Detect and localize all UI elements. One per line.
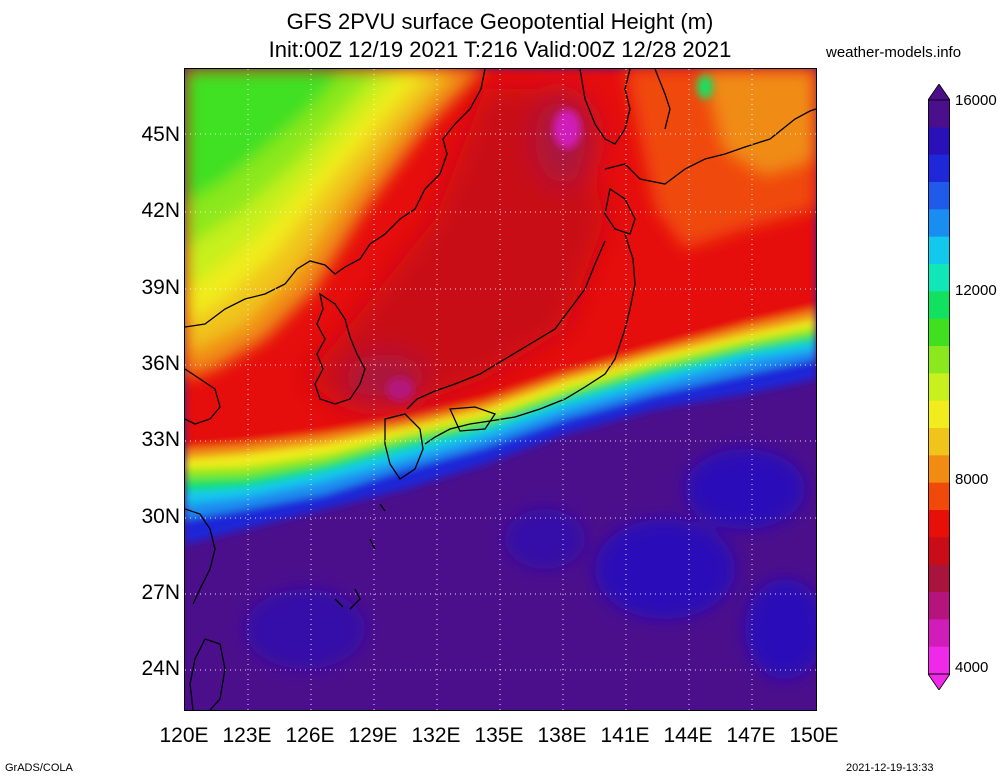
colorbar-label: 12000 — [955, 282, 997, 299]
colorbar-segment — [928, 100, 950, 128]
field-lows — [386, 75, 713, 401]
colorbar-label: 4000 — [955, 659, 989, 676]
colorbar-segment — [928, 510, 950, 538]
colorbar-arrow-top — [928, 84, 950, 101]
colorbar — [928, 84, 950, 690]
lon-label: 126E — [285, 724, 335, 747]
credit-label: weather-models.info — [826, 44, 962, 61]
map-panel — [184, 68, 817, 711]
colorbar-segment — [928, 154, 950, 183]
lat-label: 33N — [141, 428, 180, 451]
lat-label: 30N — [141, 505, 180, 528]
lon-label: 147E — [726, 724, 776, 747]
colorbar-segment — [928, 482, 950, 511]
colorbar-segment — [928, 646, 950, 675]
lat-label: 24N — [141, 657, 180, 680]
lat-label: 39N — [141, 276, 180, 299]
lon-label: 135E — [474, 724, 524, 747]
colorbar-segment — [928, 182, 950, 210]
colorbar-segment — [928, 127, 950, 156]
colorbar-segment — [928, 537, 950, 566]
colorbar-label: 8000 — [955, 471, 989, 488]
lon-label: 144E — [663, 724, 713, 747]
lon-label: 150E — [789, 724, 839, 747]
colorbar-segment — [928, 455, 950, 484]
footer-timestamp: 2021-12-19-13:33 — [846, 762, 934, 774]
lat-label: 45N — [141, 123, 180, 146]
colorbar-segment — [928, 400, 950, 429]
colorbar-segment — [928, 564, 950, 593]
lon-label: 129E — [348, 724, 398, 747]
colorbar-segment — [928, 346, 950, 374]
lon-label: 132E — [411, 724, 461, 747]
colorbar-segment — [928, 264, 950, 292]
footer-left: GrADS/COLA — [5, 762, 73, 774]
colorbar-segment — [928, 291, 950, 320]
colorbar-segment — [928, 318, 950, 347]
map-field-svg — [185, 69, 816, 710]
colorbar-segment — [928, 428, 950, 456]
coastlines — [185, 69, 816, 710]
lon-label: 138E — [537, 724, 587, 747]
lat-label: 27N — [141, 581, 180, 604]
lat-label: 42N — [141, 199, 180, 222]
field-north — [185, 69, 816, 379]
colorbar-segment — [928, 619, 950, 648]
colorbar-segment — [928, 373, 950, 402]
colorbar-label: 16000 — [955, 92, 997, 109]
colorbar-segment — [928, 236, 950, 265]
lon-label: 120E — [159, 724, 209, 747]
chart-title: GFS 2PVU surface Geopotential Height (m) — [286, 9, 714, 34]
chart-subtitle: Init:00Z 12/19 2021 T:216 Valid:00Z 12/2… — [268, 37, 732, 62]
lat-label: 36N — [141, 352, 180, 375]
lon-label: 141E — [600, 724, 650, 747]
colorbar-segment — [928, 209, 950, 238]
colorbar-frame — [928, 99, 950, 675]
colorbar-arrow-bottom — [928, 673, 950, 690]
lon-label: 123E — [222, 724, 272, 747]
colorbar-segment — [928, 592, 950, 620]
grid-lines — [185, 69, 816, 710]
